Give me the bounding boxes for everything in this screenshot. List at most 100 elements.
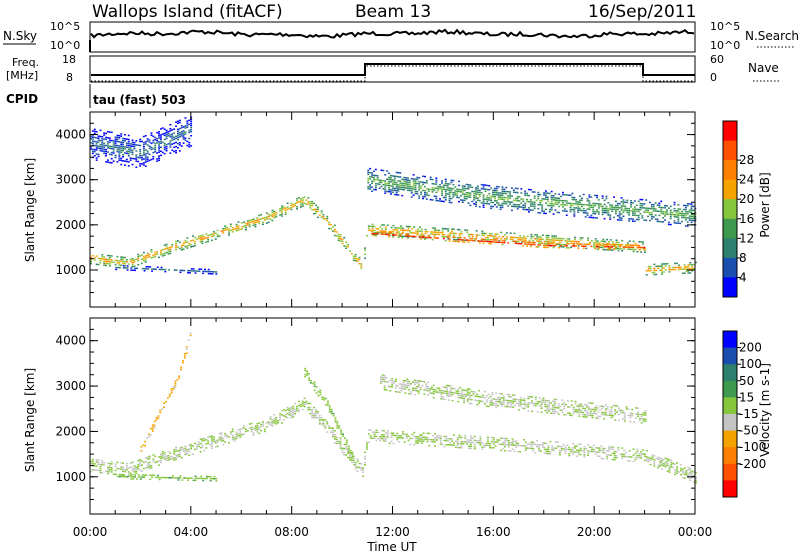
data-cell [642,412,645,414]
data-cell [537,244,540,246]
data-cell [154,461,157,464]
data-cell [448,393,450,395]
data-cell [160,461,162,464]
data-cell [451,440,453,442]
data-cell [479,440,482,442]
data-cell [640,451,643,453]
data-cell [95,141,98,143]
data-cell [690,203,693,205]
data-cell [429,236,432,239]
data-cell [506,399,509,402]
data-cell [633,220,636,223]
data-cell [411,228,414,230]
data-cell [345,443,348,446]
data-cell [103,134,106,136]
data-cell [510,396,513,398]
x-tick-label: 12:00 [375,525,410,539]
data-cell [524,192,527,194]
data-cell [188,244,191,247]
data-cell [279,412,281,415]
data-cell [684,206,687,209]
data-cell [611,245,614,247]
data-cell [695,478,697,480]
data-cell [550,408,552,410]
data-cell [260,425,263,428]
data-cell [673,222,676,224]
data-cell [389,389,392,392]
data-cell [683,467,686,469]
data-cell [403,185,406,187]
data-cell [650,205,653,208]
data-cell [661,265,663,267]
data-cell [534,238,537,240]
data-cell [401,184,404,187]
data-cell [296,206,298,208]
data-cell [596,217,598,219]
data-cell [570,450,573,453]
data-cell [141,157,143,159]
data-cell [187,272,189,274]
data-cell [668,459,671,461]
data-cell [593,413,596,415]
data-cell [316,417,319,419]
data-cell [390,232,393,235]
data-cell [470,390,473,393]
data-cell [637,415,639,417]
data-cell [456,237,459,239]
data-cell [557,403,560,405]
data-cell [541,208,544,210]
data-cell [579,449,582,452]
data-cell [246,220,249,222]
data-cell [241,433,244,436]
data-cell [497,204,500,206]
data-cell [345,439,348,441]
data-cell [606,242,608,245]
data-cell [651,454,654,456]
data-cell [490,207,493,210]
data-cell [550,205,553,207]
data-cell [107,137,109,139]
data-cell [625,244,627,246]
data-cell [350,459,353,461]
data-cell [512,400,515,402]
data-cell [448,189,451,191]
data-cell [639,206,642,209]
data-cell [482,188,485,190]
data-cell [125,462,128,465]
data-cell [184,127,187,129]
data-cell [185,477,188,479]
data-cell [654,218,657,220]
data-cell [492,235,495,237]
data-cell [395,234,398,236]
data-cell [292,405,295,408]
data-cell [120,135,123,137]
data-cell [691,472,694,474]
data-cell [465,239,468,241]
data-cell [574,411,577,413]
data-cell [165,135,168,138]
data-cell [687,468,690,471]
data-cell [215,271,218,273]
data-cell [400,233,402,235]
data-cell [413,226,416,228]
data-cell [572,406,575,409]
data-cell [384,440,387,442]
data-cell [448,193,451,195]
data-cell [407,237,409,239]
data-cell [675,214,678,216]
data-cell [626,207,629,210]
data-cell [675,210,678,212]
data-cell [506,401,509,404]
data-cell [463,185,466,187]
data-cell [107,143,109,145]
data-cell [335,442,338,445]
data-cell [122,160,124,162]
data-cell [586,243,589,245]
data-cell [119,473,121,476]
data-cell [622,209,625,211]
data-cell [192,270,195,272]
data-cell [516,200,519,202]
data-cell [180,366,182,369]
data-cell [545,202,547,204]
data-cell [442,184,445,187]
